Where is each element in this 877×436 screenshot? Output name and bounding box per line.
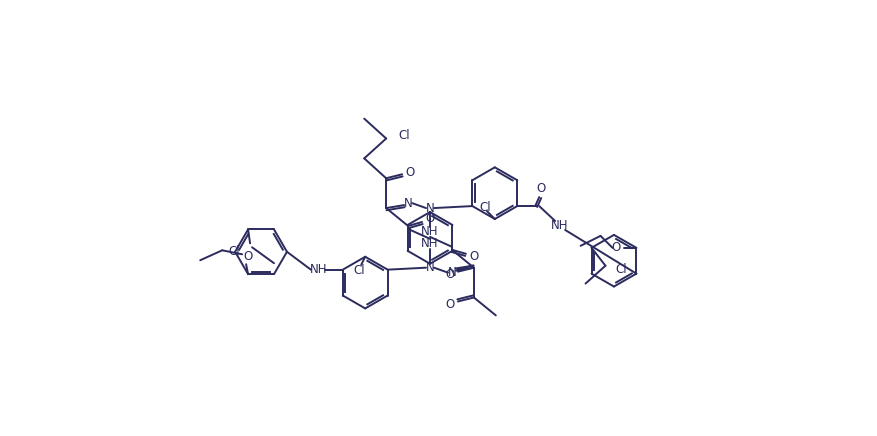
Text: NH: NH xyxy=(310,263,328,276)
Text: NH: NH xyxy=(551,219,568,232)
Text: O: O xyxy=(244,250,253,263)
Text: O: O xyxy=(537,182,545,195)
Text: N: N xyxy=(425,261,434,274)
Text: O: O xyxy=(405,166,415,179)
Text: O: O xyxy=(612,241,621,254)
Text: N: N xyxy=(425,201,434,215)
Text: Cl: Cl xyxy=(479,201,490,214)
Text: Cl: Cl xyxy=(228,245,240,258)
Text: O: O xyxy=(446,298,454,311)
Text: O: O xyxy=(446,268,454,281)
Text: NH: NH xyxy=(421,237,438,250)
Text: O: O xyxy=(425,212,435,225)
Text: NH: NH xyxy=(421,225,438,238)
Text: Cl: Cl xyxy=(353,264,365,277)
Text: Cl: Cl xyxy=(398,129,410,142)
Text: N: N xyxy=(447,266,456,279)
Text: Cl: Cl xyxy=(616,263,627,276)
Text: O: O xyxy=(469,250,479,263)
Text: N: N xyxy=(403,197,412,210)
